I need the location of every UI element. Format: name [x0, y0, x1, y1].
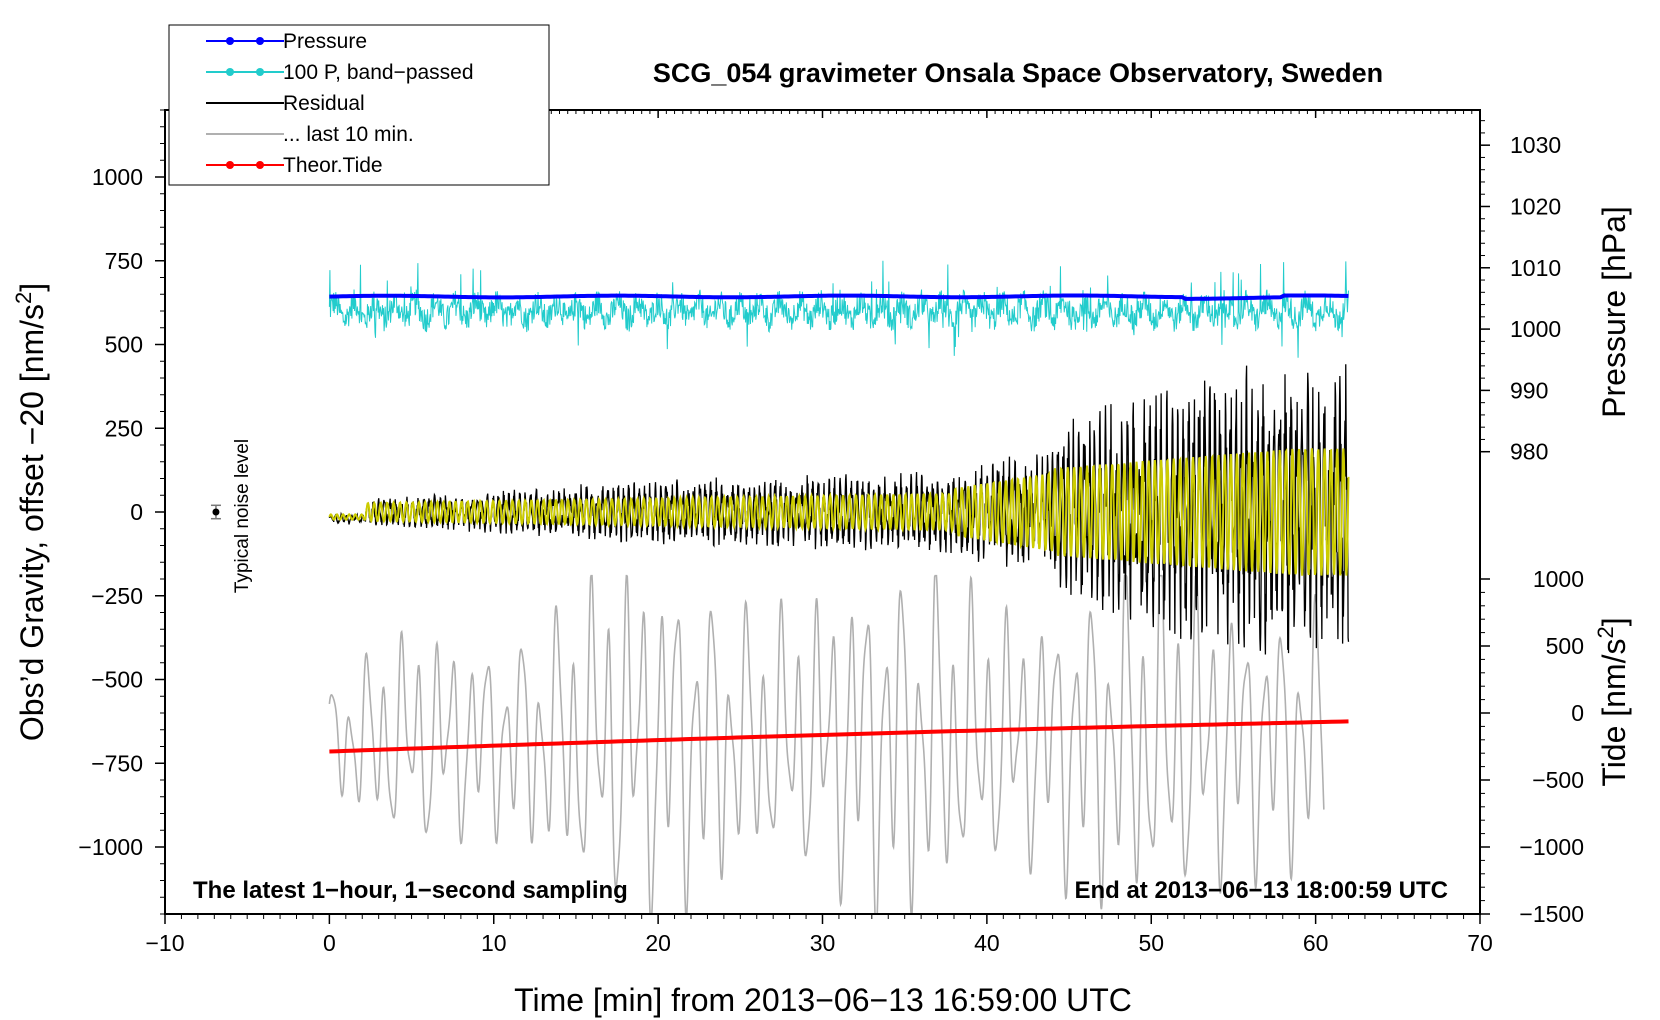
legend-marker: [256, 161, 264, 169]
y-tick-label: 1000: [92, 164, 143, 190]
x-tick-label: 60: [1303, 930, 1329, 956]
y-axis-title-tide: Tide [nm/s2]: [1593, 617, 1632, 786]
pressure-tick-label: 1020: [1510, 193, 1561, 219]
y-tick-label: 0: [130, 499, 143, 525]
y-axis-title-tide-sup: 2: [1593, 626, 1618, 638]
noise-indicator: Typical noise level: [210, 439, 253, 593]
x-tick-label: −10: [145, 930, 184, 956]
x-tick-label: 40: [974, 930, 1000, 956]
y-tick-label: 500: [105, 332, 143, 358]
pressure-tick-label: 980: [1510, 439, 1548, 465]
pressure-tick-label: 1010: [1510, 255, 1561, 281]
legend-marker: [226, 37, 234, 45]
noise-point: [212, 508, 220, 516]
legend-label: Pressure: [283, 30, 367, 53]
tide-tick-label: −1500: [1519, 901, 1584, 927]
x-axis-title: Time [min] from 2013−06−13 16:59:00 UTC: [514, 982, 1132, 1018]
pressure-tick-label: 1000: [1510, 316, 1561, 342]
note-end-time: End at 2013−06−13 18:00:59 UTC: [1074, 877, 1448, 904]
y-tick-label: 250: [105, 415, 143, 441]
legend-label: ... last 10 min.: [283, 123, 414, 146]
pressure-tick-label: 1030: [1510, 132, 1561, 158]
series-residual-filtered: [328, 447, 1350, 576]
y-axis-title-gravity-end: ]: [14, 283, 50, 292]
chart-title: SCG_054 gravimeter Onsala Space Observat…: [653, 58, 1383, 88]
y-axis-title-gravity-sup: 2: [11, 292, 36, 304]
tide-tick-label: −1000: [1519, 834, 1584, 860]
y-axis-title-pressure: Pressure [hPa]: [1596, 206, 1632, 418]
legend-label: Theor.Tide: [283, 154, 383, 177]
series-last-10-min: [328, 574, 1325, 914]
pressure-tick-label: 990: [1510, 377, 1548, 403]
series-pressure: [329, 293, 1349, 301]
legend-label: 100 P, band−passed: [283, 61, 474, 84]
x-tick-label: 50: [1138, 930, 1164, 956]
y-tick-label: −1000: [78, 834, 143, 860]
legend-box: [168, 24, 550, 186]
tide-tick-label: 0: [1571, 700, 1584, 726]
y-tick-label: −250: [91, 583, 143, 609]
x-tick-label: 70: [1467, 930, 1493, 956]
x-tick-label: 10: [481, 930, 507, 956]
y-axis-title-gravity: Obs’d Gravity, offset −20 [nm/s2]: [11, 283, 50, 741]
x-tick-label: 0: [323, 930, 336, 956]
series-layer: [328, 260, 1350, 914]
series-theoretical-tide: [329, 719, 1349, 754]
note-sampling: The latest 1−hour, 1−second sampling: [193, 877, 628, 904]
ticks-layer: −10 0 10 20 30 40 50 60 7010007505002500−250−500…: [78, 109, 1584, 956]
x-tick-label: 30: [810, 930, 836, 956]
legend-marker: [256, 37, 264, 45]
tide-tick-label: −500: [1532, 767, 1584, 793]
legend-label: Residual: [283, 92, 365, 115]
legend-marker: [226, 68, 234, 76]
y-axis-title-tide-main: Tide [nm/s: [1596, 638, 1632, 786]
y-tick-label: 750: [105, 248, 143, 274]
series-band-passed-pressure: [328, 260, 1349, 358]
legend-marker: [226, 161, 234, 169]
y-tick-label: −750: [91, 750, 143, 776]
tide-tick-label: 1000: [1533, 566, 1584, 592]
y-axis-title-tide-end: ]: [1596, 617, 1632, 626]
noise-label: Typical noise level: [232, 439, 253, 593]
legend-marker: [256, 68, 264, 76]
x-tick-label: 20: [645, 930, 671, 956]
y-tick-label: −500: [91, 667, 143, 693]
tide-tick-label: 500: [1546, 633, 1584, 659]
y-axis-title-gravity-main: Obs’d Gravity, offset −20 [nm/s: [14, 304, 50, 741]
legend: Pressure 100 P, band−passed Residual ... la…: [168, 24, 550, 186]
